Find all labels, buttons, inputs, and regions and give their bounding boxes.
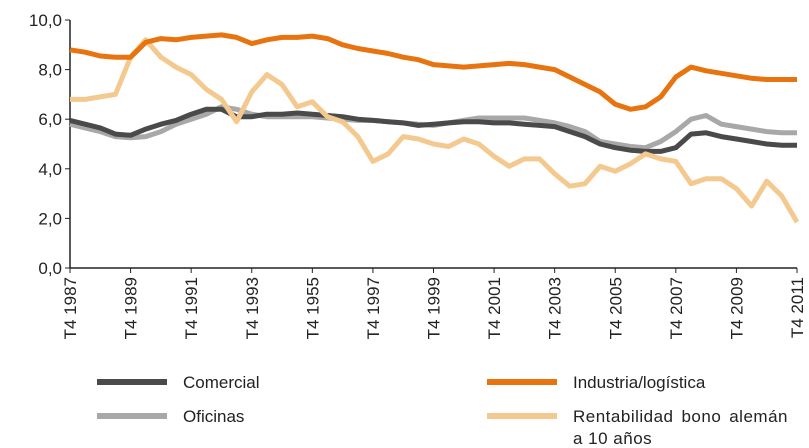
legend-label: Industria/logística (573, 373, 706, 392)
legend-label: Rentabilidad bono alemán a 10 años (573, 407, 788, 448)
y-tick-label: 10,0 (29, 11, 62, 30)
y-tick-label: 4,0 (38, 160, 62, 179)
legend-swatch (487, 413, 557, 419)
legend-item: Comercial (97, 372, 418, 394)
x-tick-label: T4 2011 (788, 277, 807, 338)
legend-label: Oficinas (183, 407, 245, 426)
x-tick-label: T4 1997 (364, 277, 383, 339)
y-tick-label: 8,0 (38, 61, 62, 80)
series-line (70, 37, 800, 224)
y-tick-label: 6,0 (38, 110, 62, 129)
legend-swatch (487, 379, 557, 385)
series-line (69, 106, 797, 154)
x-tick-label: T4 1955 (303, 277, 322, 339)
y-tick-label: 0,0 (38, 259, 62, 278)
legend-swatch (97, 379, 167, 385)
x-tick-label: T4 1991 (182, 277, 201, 339)
series-line (69, 32, 797, 112)
x-tick-label: T4 1987 (61, 277, 80, 339)
legend-item: Industria/logística (487, 372, 808, 394)
x-tick-label: T4 2007 (667, 277, 686, 339)
x-tick-label: T4 2003 (546, 277, 565, 339)
y-tick-label: 2,0 (38, 209, 62, 228)
legend-label: Comercial (183, 373, 260, 392)
legend-item: Rentabilidad bono alemán a 10 años (487, 406, 788, 448)
legend-item: Oficinas (97, 406, 418, 428)
x-tick-label: T4 1989 (122, 277, 141, 339)
x-tick-label: T4 1999 (425, 277, 444, 339)
x-tick-label: T4 1993 (243, 277, 262, 339)
x-tick-label: T4 2009 (727, 277, 746, 339)
x-tick-label: T4 2001 (485, 277, 504, 339)
legend-swatch (97, 413, 167, 419)
x-tick-label: T4 2005 (606, 277, 625, 339)
